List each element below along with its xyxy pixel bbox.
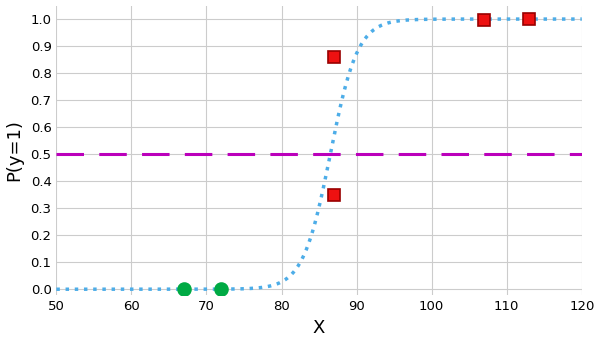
X-axis label: X: X	[313, 319, 325, 338]
Y-axis label: P(y=1): P(y=1)	[5, 119, 23, 181]
